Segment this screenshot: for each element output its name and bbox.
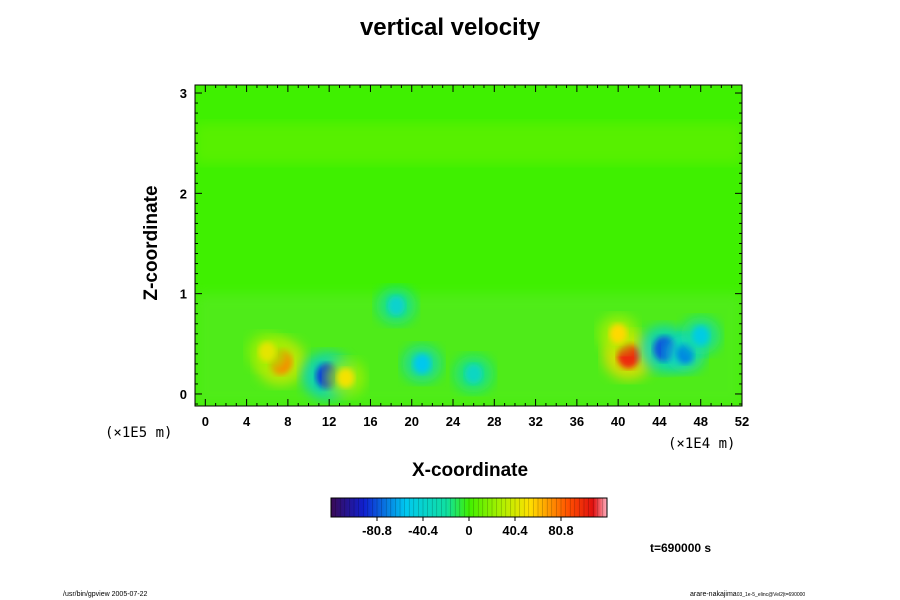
x-tick-label: 12 bbox=[322, 414, 336, 429]
footer-right-sub: 03_1e-5_elinc@Vel2|t=690000 bbox=[736, 592, 806, 598]
y-tick-label: 0 bbox=[180, 387, 187, 402]
x-tick-label: 40 bbox=[611, 414, 625, 429]
velocity-field bbox=[195, 123, 742, 406]
y-tick-label: 3 bbox=[180, 86, 187, 101]
x-axis-label: X-coordinate bbox=[411, 460, 529, 481]
plot-frame bbox=[194, 84, 743, 407]
chart-title: vertical velocity bbox=[359, 14, 541, 41]
downdraft-core bbox=[464, 364, 483, 384]
x-tick-label: 16 bbox=[363, 414, 377, 429]
updraft-core bbox=[336, 368, 355, 388]
x-tick-label: 0 bbox=[202, 414, 209, 429]
colorbar-tick-label: 80.8 bbox=[548, 523, 573, 538]
colorbar-tick-label: 0 bbox=[465, 523, 472, 538]
downdraft-core bbox=[691, 325, 710, 346]
footer-right: arare-nakajima03_1e-5_elinc@Vel2|t=69000… bbox=[690, 591, 805, 598]
y-units-label: (×1E5 m) bbox=[105, 425, 173, 441]
x-tick-label: 32 bbox=[528, 414, 542, 429]
updraft-core bbox=[258, 341, 277, 362]
updraft-core bbox=[609, 323, 627, 344]
x-tick-label: 8 bbox=[284, 414, 291, 429]
x-tick-label: 20 bbox=[405, 414, 419, 429]
y-tick-label: 2 bbox=[180, 186, 187, 201]
time-label: t=690000 s bbox=[650, 541, 712, 555]
downdraft-core bbox=[413, 353, 431, 374]
footer-left: /usr/bin/gpview 2005-07-22 bbox=[63, 591, 148, 598]
y-axis-label: Z-coordinate bbox=[141, 185, 162, 301]
y-tick-label: 1 bbox=[180, 287, 187, 302]
x-tick-label: 48 bbox=[693, 414, 707, 429]
downdraft-core bbox=[387, 295, 406, 316]
footer-right-main: arare-nakajima bbox=[690, 591, 737, 598]
x-tick-label: 52 bbox=[735, 414, 749, 429]
x-tick-label: 44 bbox=[652, 414, 667, 429]
x-tick-label: 28 bbox=[487, 414, 501, 429]
x-tick-label: 24 bbox=[446, 414, 461, 429]
colorbar-tick-label: 40.4 bbox=[502, 523, 528, 538]
colorbar-ticks: -80.8 -40.4 0 40.4 80.8 bbox=[330, 498, 608, 538]
x-tick-label: 4 bbox=[243, 414, 251, 429]
colorbar-tick-label: -80.8 bbox=[362, 523, 392, 538]
x-units-label: (×1E4 m) bbox=[668, 436, 736, 452]
colorbar-tick-label: -40.4 bbox=[408, 523, 438, 538]
x-tick-label: 36 bbox=[570, 414, 584, 429]
upper-band-shade bbox=[195, 123, 742, 164]
